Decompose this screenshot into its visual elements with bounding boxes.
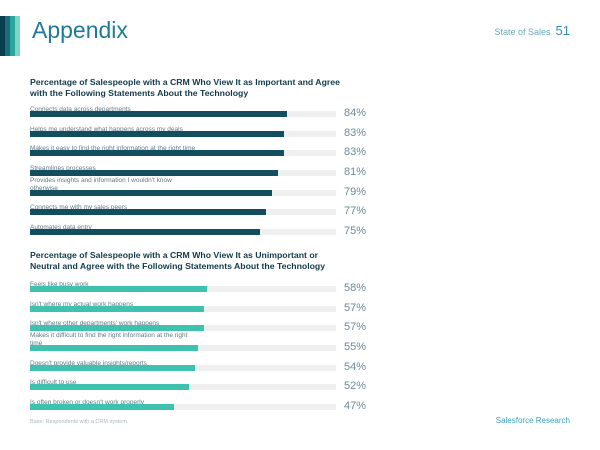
bar-fill [30, 345, 199, 352]
bar-fill [30, 325, 205, 332]
bar-track [30, 384, 336, 391]
section1-bar-chart: Connects data across departments 84% Helps… [30, 101, 370, 239]
section1-row: Automates data entry 75% [30, 219, 370, 238]
stripe-4 [15, 16, 20, 56]
bar-fill [30, 209, 266, 216]
bar-label: Feels like busy work [30, 281, 89, 288]
bar-value: 55% [344, 341, 367, 354]
section2-bar-chart: Feels like busy work 58% Isn't where my ac… [30, 276, 370, 414]
bar-label: Isn't where my actual work happens [30, 300, 134, 308]
bar-value: 84% [344, 107, 367, 119]
bar-label: Connects me with my sales peers [30, 204, 128, 212]
section2-row: Isn't where other departments' work happ… [30, 315, 370, 334]
bar-track [30, 111, 336, 117]
section1-row: Helps me understand what happens across … [30, 121, 370, 139]
footer-brand: Salesforce Research [495, 416, 570, 425]
stripe-1 [0, 16, 5, 56]
stripe-3 [10, 16, 15, 56]
bar-fill [30, 305, 205, 312]
bar-track [30, 130, 336, 137]
bar-value: 79% [344, 185, 367, 198]
footer-note: Base: Respondents with a CRM system. [30, 419, 129, 425]
bar-fill [30, 150, 284, 157]
section2-row: Makes it difficult to find the right inf… [30, 332, 370, 354]
section2-row: Is often broken or doesn't work properly… [30, 394, 370, 413]
bar-fill [30, 404, 174, 411]
section1-row: Makes it easy to find the right informat… [30, 140, 370, 159]
bar-track [30, 305, 336, 312]
bar-value: 52% [344, 380, 367, 393]
bar-label: Isn't where other departments' work happ… [30, 320, 160, 328]
bar-label: Automates data entry [30, 224, 92, 232]
bar-label: Connects data across departments [30, 106, 131, 113]
bar-label: Streamlines processes [30, 165, 96, 173]
bar-fill [30, 189, 272, 196]
stripe-2 [5, 16, 10, 56]
section1-title: Percentage of Salespeople with a CRM Who… [30, 77, 340, 98]
bar-label: Is difficult to use [30, 379, 77, 387]
bar-fill [30, 130, 284, 137]
section1-row: Connects data across departments 84% [30, 101, 370, 119]
section2-row: Feels like busy work 58% [30, 276, 370, 294]
page-title: Appendix [32, 17, 128, 43]
section2-row: Isn't where my actual work happens 57% [30, 296, 370, 314]
section1-row: Provides insights and information I woul… [30, 176, 370, 198]
bar-value: 83% [344, 146, 367, 159]
section2-row: Is difficult to use 52% [30, 374, 370, 393]
bar-value: 47% [344, 400, 367, 413]
bar-label: Doesn't provide valuable insights/report… [30, 359, 147, 367]
section2-title: Percentage of Salespeople with a CRM Who… [30, 250, 326, 271]
section1-row: Connects me with my sales peers 77% [30, 199, 370, 218]
bar-value: 58% [344, 282, 367, 294]
bar-value: 54% [344, 360, 367, 373]
bar-value: 83% [344, 126, 367, 139]
bar-value: 75% [344, 225, 367, 238]
bar-track [30, 325, 336, 332]
bar-track [30, 345, 336, 352]
bar-fill [30, 170, 278, 177]
bar-value: 77% [344, 205, 367, 218]
section1-row: Streamlines processes 81% [30, 160, 370, 179]
bar-label: Makes it easy to find the right informat… [30, 145, 196, 153]
bar-label: Helps me understand what happens across … [30, 125, 183, 133]
bar-track [30, 150, 336, 157]
bar-track [30, 364, 336, 371]
bar-track [30, 229, 336, 236]
bar-fill [30, 364, 196, 371]
bar-fill [30, 111, 288, 117]
header-stripes [0, 16, 22, 56]
bar-track [30, 286, 336, 292]
bar-label: Makes it difficult to find the right inf… [30, 332, 188, 348]
bar-track [30, 189, 336, 196]
section2-row: Doesn't provide valuable insights/report… [30, 355, 370, 373]
bar-value: 81% [344, 166, 367, 179]
bar-track [30, 209, 336, 216]
bar-value: 57% [344, 301, 367, 314]
bar-fill [30, 384, 190, 391]
page-header-meta: State of Sales 51 [494, 23, 570, 38]
bar-label: Is often broken or doesn't work properly [30, 399, 144, 407]
bar-value: 57% [344, 321, 367, 334]
bar-track [30, 170, 336, 177]
bar-track [30, 404, 336, 411]
page-number: 51 [555, 23, 570, 38]
report-name: State of Sales [494, 27, 551, 37]
bar-fill [30, 286, 208, 292]
bar-label: Provides insights and information I woul… [30, 176, 172, 192]
bar-fill [30, 229, 260, 236]
